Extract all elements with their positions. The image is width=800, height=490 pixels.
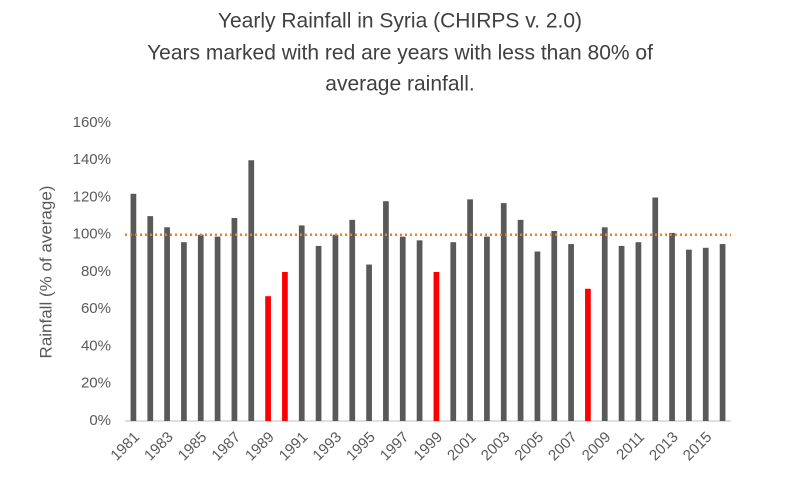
bar [248, 160, 255, 421]
bar [315, 245, 322, 421]
y-tick-label: 60% [81, 300, 111, 317]
bar [181, 242, 187, 421]
x-tick-label: 1997 [377, 429, 413, 465]
bar [534, 251, 541, 421]
bar [450, 242, 457, 421]
x-tick-label: 1991 [276, 429, 312, 465]
bar [585, 288, 591, 421]
y-tick-label: 0% [89, 412, 111, 429]
bar [265, 296, 271, 421]
x-tick-label: 2013 [646, 429, 682, 465]
bar [197, 234, 204, 421]
x-tick-label: 1999 [410, 429, 446, 465]
bar [669, 232, 675, 421]
y-tick-label: 20% [81, 375, 111, 392]
y-axis-label: Rainfall (% of average) [36, 186, 55, 359]
x-tick-label: 1981 [107, 429, 143, 465]
bar [618, 245, 625, 421]
bar [568, 244, 574, 421]
chart-title: Yearly Rainfall in Syria (CHIRPS v. 2.0) [218, 10, 582, 33]
bar [130, 193, 137, 421]
y-tick-label: 120% [73, 188, 111, 205]
chart-title: Years marked with red are years with les… [147, 42, 653, 65]
x-tick-label: 2007 [545, 429, 581, 465]
bar [399, 236, 406, 421]
x-tick-label: 1995 [343, 429, 379, 465]
bar [383, 201, 389, 421]
bar [298, 225, 305, 421]
x-tick-label: 2009 [579, 429, 615, 465]
x-tick-label: 2015 [680, 429, 716, 465]
y-tick-label: 40% [81, 337, 111, 354]
bar [214, 236, 221, 421]
bar [635, 242, 642, 421]
bar [719, 244, 726, 421]
bar [702, 247, 709, 421]
bar [517, 219, 524, 421]
x-tick-label: 2005 [511, 429, 547, 465]
y-tick-label: 140% [73, 151, 111, 168]
y-tick-label: 160% [73, 114, 111, 131]
x-tick-label: 2003 [478, 429, 514, 465]
bar [484, 236, 490, 421]
bar [500, 203, 507, 421]
x-tick-label: 1993 [309, 429, 345, 465]
bar [686, 249, 692, 421]
bar [433, 272, 440, 421]
bar [601, 227, 608, 421]
bar [349, 219, 356, 421]
bar [164, 227, 170, 421]
x-tick-label: 1983 [141, 429, 177, 465]
bar [366, 264, 372, 421]
x-tick-label: 1989 [242, 429, 278, 465]
chart-title: average rainfall. [325, 73, 474, 96]
bar [467, 199, 473, 421]
x-tick-label: 1987 [208, 429, 244, 465]
bar [231, 217, 238, 421]
y-tick-label: 100% [73, 226, 111, 243]
bar [652, 197, 659, 421]
bar [147, 216, 154, 421]
x-tick-label: 2001 [444, 429, 480, 465]
y-tick-label: 80% [81, 263, 111, 280]
x-tick-label: 2011 [613, 429, 648, 464]
bar [282, 272, 288, 421]
bar [551, 231, 558, 421]
x-tick-label: 1985 [175, 429, 211, 465]
bar [332, 234, 339, 421]
bar [416, 240, 423, 421]
